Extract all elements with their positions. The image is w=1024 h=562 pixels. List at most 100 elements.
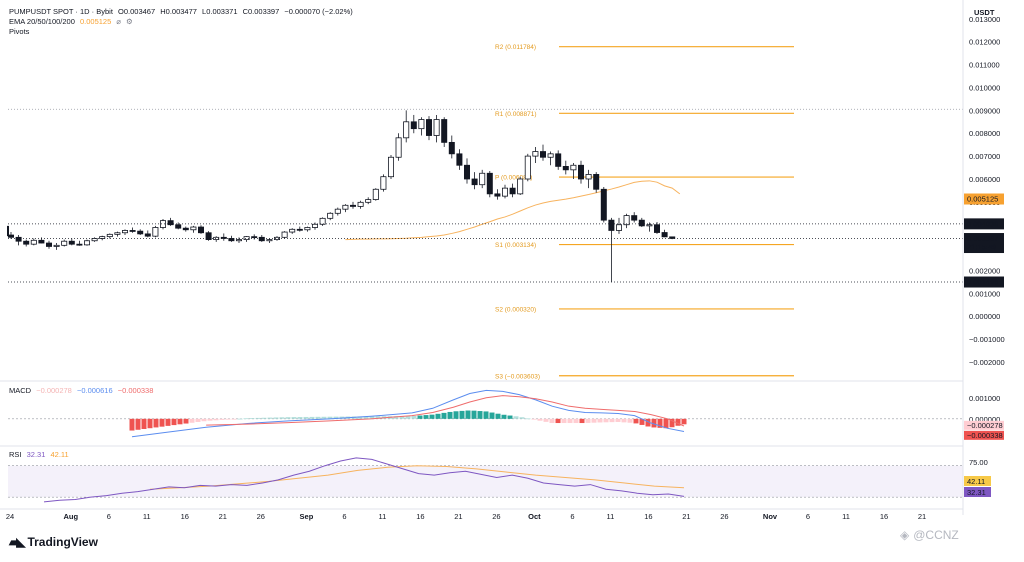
candle-up (152, 227, 159, 237)
ema-legend[interactable]: EMA 20/50/100/200 0.005125 ⌀ ⚙ (9, 17, 136, 27)
time-tick: 26 (257, 512, 265, 521)
candle-up (281, 231, 288, 238)
macd-hist-bar (219, 418, 225, 420)
macd-hist-bar (657, 418, 663, 428)
candle-up (327, 212, 334, 219)
visibility-icon[interactable]: ⌀ (116, 17, 121, 26)
currency-label[interactable]: USDT (974, 8, 995, 17)
watermark-icon: ◈ (900, 528, 910, 542)
macd-hist-bar (357, 416, 363, 419)
symbol-title[interactable]: PUMPUSDT SPOT · 1D · Bybit (9, 7, 113, 16)
candle-up (623, 215, 630, 226)
candle-up (524, 155, 531, 180)
candle-down (578, 164, 585, 180)
price-tick: −0.001000 (969, 335, 1005, 344)
macd-hist-bar (363, 416, 369, 419)
macd-title: MACD (9, 386, 32, 395)
price-tick: 0.008000 (969, 129, 1000, 138)
macd-hist-bar (303, 416, 309, 419)
macd-hist-bar (225, 418, 231, 420)
settings-icon[interactable]: ⚙ (125, 17, 133, 26)
time-tick: 26 (492, 512, 500, 521)
price-tick: 0.011000 (969, 61, 1000, 70)
pivots-legend[interactable]: Pivots (9, 27, 32, 37)
macd-hist-bar (543, 418, 549, 422)
macd-hist-bar (165, 418, 171, 426)
rsi-ma-tag: 42.11 (967, 477, 985, 486)
candle-down (258, 236, 265, 242)
macd-hist-bar (477, 411, 483, 419)
candle-down (410, 121, 417, 130)
macd-hist-bar (645, 418, 651, 427)
candle-down (631, 215, 638, 221)
time-tick: Oct (528, 512, 541, 521)
price-tick: 0.000000 (969, 312, 1000, 321)
macd-hist-bar (537, 418, 543, 421)
price-tick: −0.002000 (969, 358, 1005, 367)
pivot-label-s1: S1 (0.003134) (495, 242, 536, 249)
macd-signal-tag-bg (964, 430, 1004, 440)
rsi-tag-bg (964, 487, 991, 497)
low-price-tag-bg (964, 276, 1004, 288)
candle-down (76, 243, 83, 246)
close-value: C0.003397 (242, 7, 280, 16)
macd-hist-bar (249, 418, 255, 419)
time-tick: 21 (219, 512, 227, 521)
candle-down (638, 219, 645, 227)
candle-up (122, 230, 129, 234)
tradingview-logo[interactable]: ▰◣ TradingView (9, 535, 98, 549)
macd-hist-bar (519, 417, 525, 419)
candle-down (220, 236, 227, 239)
macd-hist-bar (429, 414, 435, 419)
macd-hist-bar (591, 418, 597, 423)
candle-up (304, 227, 311, 231)
macd-legend[interactable]: MACD −0.000278 −0.000616 −0.000338 (9, 386, 156, 396)
time-tick: 26 (720, 512, 728, 521)
candle-up (387, 156, 394, 178)
rsi-legend[interactable]: RSI 32.31 42.11 (9, 450, 72, 460)
candle-down (494, 193, 501, 197)
time-tick: 21 (918, 512, 926, 521)
candle-down (471, 178, 478, 186)
macd-hist-bar (669, 418, 675, 428)
macd-hist-bar (663, 418, 669, 429)
macd-tick: 0.001000 (969, 394, 1000, 403)
macd-hist-bar (489, 412, 495, 419)
macd-hist-bar (627, 418, 633, 423)
macd-hist-bar (183, 418, 189, 424)
candle-up (91, 238, 98, 242)
macd-hist-bar (411, 415, 417, 419)
price-tick: 0.012000 (969, 38, 1000, 47)
candle-up (334, 208, 341, 214)
macd-hist-bar (681, 418, 687, 425)
time-tick: 21 (454, 512, 462, 521)
candle-down (129, 230, 136, 232)
candle-up (30, 239, 37, 245)
macd-hist-bar (471, 410, 477, 419)
pivot-label-r2: R2 (0.011784) (495, 44, 536, 51)
high-price-tag: 0.004038 (967, 219, 998, 228)
macd-hist-bar (207, 418, 213, 421)
macd-hist-bar (285, 417, 291, 419)
macd-hist-bar (327, 416, 333, 419)
candle-down (608, 219, 615, 231)
candle-up (380, 176, 387, 190)
price-tick: 0.007000 (969, 152, 1000, 161)
macd-hist-bar (555, 418, 561, 424)
time-tick: 24 (6, 512, 14, 521)
macd-hist-bar (441, 412, 447, 419)
rsi-tag: 32.31 (967, 488, 986, 497)
macd-hist-bar (369, 416, 375, 419)
candle-up (365, 199, 372, 203)
pivot-lines: R2 (0.011784) R1 (0.008871) P (0.006085) S1… (495, 44, 794, 380)
candle-down (669, 236, 676, 239)
candle-down (600, 188, 607, 221)
macd-hist-bar (531, 418, 537, 420)
price-axis[interactable]: 0.013000 0.012000 0.011000 0.010000 0.009000… (962, 0, 1005, 515)
ema-price-tag-bg (964, 193, 1004, 205)
candle-down (23, 240, 30, 245)
macd-hist-bar (141, 418, 147, 429)
macd-hist-bar (129, 418, 135, 431)
time-axis[interactable]: 24 Aug 6 11 16 21 26 Sep 6 11 16 21 26 Oct 6 11 16 21 26 No… (0, 508, 963, 521)
